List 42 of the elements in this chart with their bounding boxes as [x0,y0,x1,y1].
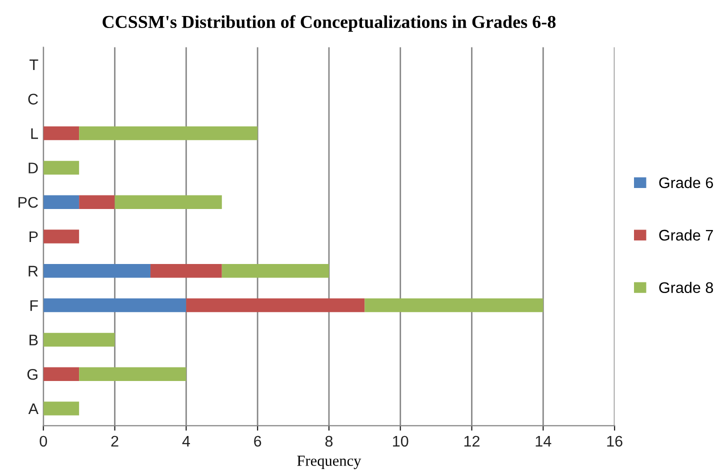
x-tick-label: 14 [536,436,552,446]
bar [222,264,329,278]
y-tick-label: L [31,128,38,139]
y-tick-label: G [27,368,38,380]
y-tick-label: A [28,404,38,414]
y-tick-label: P [30,232,38,242]
x-tick-label: 12 [464,436,480,446]
legend-label: Grade 7 [659,229,713,241]
bar [43,367,80,381]
bar [150,264,222,278]
bar [43,264,150,278]
y-tick-label: PC [18,196,38,208]
bar [79,195,115,209]
bar [43,298,186,312]
y-tick-label: D [28,162,38,174]
bar [43,160,80,175]
bar [364,298,544,312]
bar [186,298,365,312]
bar [114,195,222,209]
bar [43,195,80,209]
y-tick-label: F [30,300,38,311]
x-tick-label: 0 [40,436,48,447]
x-tick-label: 16 [607,436,622,447]
legend-label: Grade 8 [659,282,713,294]
bar [79,126,258,140]
bar [43,230,80,244]
x-tick-label: 6 [254,436,262,447]
bar [43,126,80,140]
x-tick-label: 2 [111,436,118,446]
x-tick-label: 4 [182,436,190,446]
bar [79,367,186,381]
bar [43,402,80,416]
x-axis-title: Frequency [297,456,362,470]
bar [43,332,115,347]
y-tick-label: T [30,60,38,70]
y-tick-label: B [30,334,38,346]
legend-label: Grade 6 [659,176,713,188]
chart-title: CCSSM's Distribution of Conceptualizations in Grades 6-8 [102,15,556,32]
x-tick-label: 10 [393,436,408,447]
y-tick-label: C [28,94,38,105]
x-tick-label: 8 [325,436,333,447]
y-tick-label: R [28,266,38,276]
